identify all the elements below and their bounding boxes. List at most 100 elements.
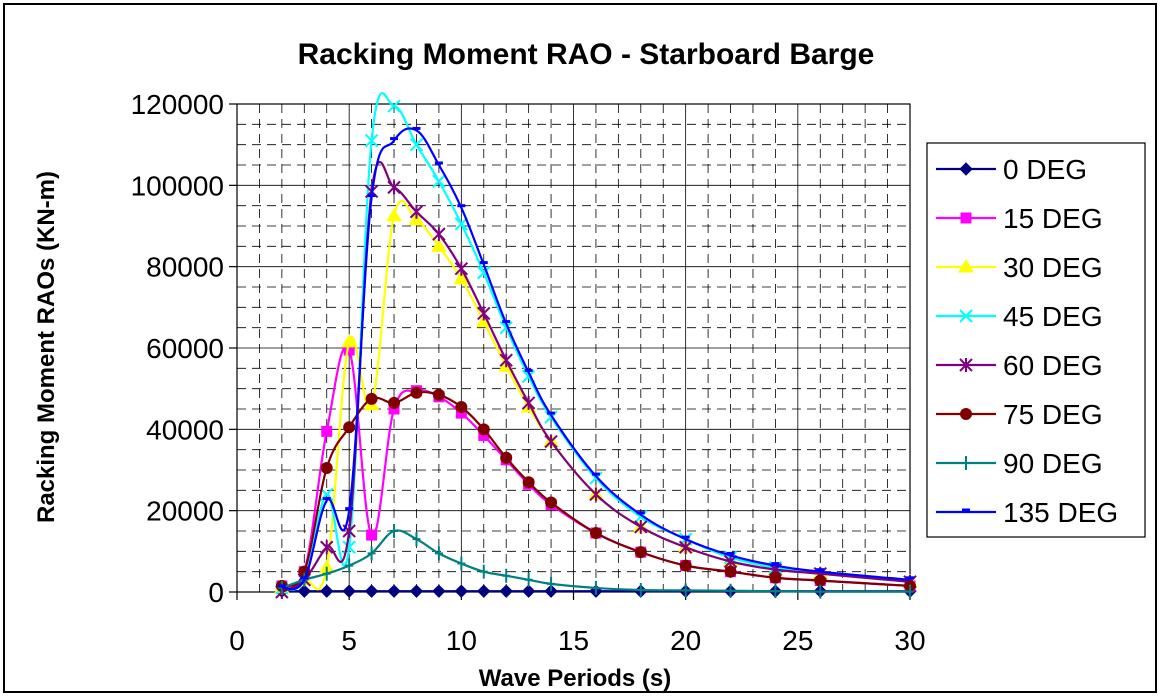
- y-tick-label: 20000: [146, 496, 224, 527]
- data-point-75-deg: [589, 527, 602, 540]
- y-tick-label: 60000: [146, 333, 224, 364]
- data-point-90-deg: [502, 568, 511, 583]
- data-point-75-deg: [545, 496, 558, 509]
- x-tick-label: 20: [670, 625, 701, 656]
- legend-label-45-deg: 45 DEG: [1003, 301, 1103, 332]
- data-point-45-deg: [432, 174, 446, 188]
- legend-box: [926, 142, 1146, 538]
- data-point-75-deg: [522, 476, 535, 489]
- data-point-75-deg: [410, 386, 423, 399]
- data-point-0-deg: [477, 584, 491, 598]
- x-tick-label: 15: [558, 625, 589, 656]
- legend-label-0-deg: 0 DEG: [1003, 154, 1087, 185]
- data-point-75-deg: [769, 571, 782, 584]
- legend-marker-90-deg: [962, 456, 970, 470]
- legend-marker-0-deg: [959, 162, 973, 176]
- legend: 0 DEG 15 DEG 30 DEG 45 DEG 60 DEG 75 DEG 90 DE…: [926, 142, 1146, 538]
- data-point-90-deg: [434, 546, 443, 561]
- data-point-90-deg: [636, 582, 645, 597]
- data-point-90-deg: [390, 524, 399, 538]
- data-point-60-deg: [320, 540, 334, 555]
- legend-label-15-deg: 15 DEG: [1003, 203, 1103, 234]
- data-point-30-deg: [341, 333, 358, 348]
- data-point-30-deg: [431, 238, 447, 252]
- x-axis-title: Wave Periods (s): [479, 665, 672, 692]
- data-point-60-deg: [499, 353, 513, 368]
- legend-marker-60-deg: [959, 358, 973, 372]
- legend-label-75-deg: 75 DEG: [1003, 399, 1103, 430]
- data-point-90-deg: [726, 583, 735, 598]
- series-135-deg: [277, 126, 914, 591]
- data-point-75-deg: [634, 546, 647, 559]
- data-point-90-deg: [591, 580, 600, 595]
- data-point-90-deg: [479, 564, 488, 579]
- y-tick-label: 0: [208, 577, 224, 608]
- data-point-15-deg: [366, 529, 378, 541]
- data-point-60-deg: [409, 204, 424, 219]
- data-point-30-deg: [453, 270, 470, 285]
- data-point-75-deg: [477, 423, 490, 436]
- data-point-0-deg: [364, 584, 379, 598]
- data-point-90-deg: [412, 532, 421, 547]
- data-point-0-deg: [521, 584, 536, 598]
- data-point-60-deg: [589, 487, 603, 502]
- legend-marker-45-deg: [959, 309, 973, 323]
- data-point-45-deg: [364, 133, 379, 148]
- x-tick-label: 5: [341, 625, 357, 656]
- series-90-deg: [277, 524, 914, 599]
- data-point-90-deg: [457, 556, 466, 571]
- data-point-0-deg: [544, 584, 558, 598]
- data-point-60-deg: [678, 540, 693, 555]
- legend-label-60-deg: 60 DEG: [1003, 350, 1103, 381]
- data-point-90-deg: [906, 584, 914, 599]
- data-point-60-deg: [477, 306, 491, 321]
- data-point-0-deg: [499, 584, 513, 598]
- data-point-90-deg: [547, 576, 556, 591]
- data-point-0-deg: [454, 584, 469, 598]
- data-point-90-deg: [367, 546, 376, 561]
- series-75-deg: [275, 386, 916, 592]
- data-point-75-deg: [814, 574, 827, 587]
- data-point-75-deg: [343, 421, 356, 434]
- legend-label-90-deg: 90 DEG: [1003, 448, 1103, 479]
- data-point-60-deg: [454, 261, 469, 276]
- legend-marker-75-deg: [960, 408, 972, 420]
- data-point-0-deg: [432, 584, 446, 598]
- data-point-45-deg: [409, 137, 424, 152]
- data-point-75-deg: [724, 565, 737, 578]
- y-tick-label: 80000: [146, 252, 224, 283]
- data-point-75-deg: [320, 461, 333, 474]
- series-line-135-deg: [281, 127, 911, 591]
- data-point-75-deg: [455, 400, 468, 413]
- data-point-75-deg: [432, 388, 445, 401]
- data-point-75-deg: [679, 559, 692, 572]
- data-point-30-deg: [408, 211, 425, 226]
- data-point-90-deg: [345, 558, 354, 573]
- legend-label-30-deg: 30 DEG: [1003, 252, 1103, 283]
- data-point-90-deg: [816, 584, 825, 599]
- data-point-60-deg: [544, 434, 558, 449]
- data-point-60-deg: [634, 519, 648, 534]
- data-point-60-deg: [521, 395, 536, 410]
- x-tick-label: 25: [782, 625, 813, 656]
- chart-title: Racking Moment RAO - Starboard Barge: [298, 38, 875, 71]
- data-point-90-deg: [524, 572, 533, 587]
- y-tick-label: 120000: [131, 89, 224, 120]
- data-point-75-deg: [365, 392, 378, 405]
- legend-label-135-deg: 135 DEG: [1003, 497, 1118, 528]
- data-point-30-deg: [386, 207, 402, 222]
- data-point-90-deg: [322, 566, 331, 581]
- data-point-45-deg: [387, 99, 401, 113]
- legend-marker-15-deg: [960, 212, 972, 224]
- x-tick-label: 30: [894, 625, 925, 656]
- axis-ticks: 0 20000 40000 60000 80000 100000 120000 0 5 10 15 2…: [131, 89, 926, 656]
- data-point-75-deg: [500, 451, 513, 464]
- data-point-60-deg: [387, 180, 401, 195]
- data-point-75-deg: [388, 396, 401, 409]
- y-tick-label: 40000: [146, 414, 224, 445]
- x-tick-label: 10: [446, 625, 477, 656]
- data-point-0-deg: [387, 584, 401, 598]
- data-point-0-deg: [409, 584, 424, 598]
- data-point-90-deg: [771, 584, 780, 599]
